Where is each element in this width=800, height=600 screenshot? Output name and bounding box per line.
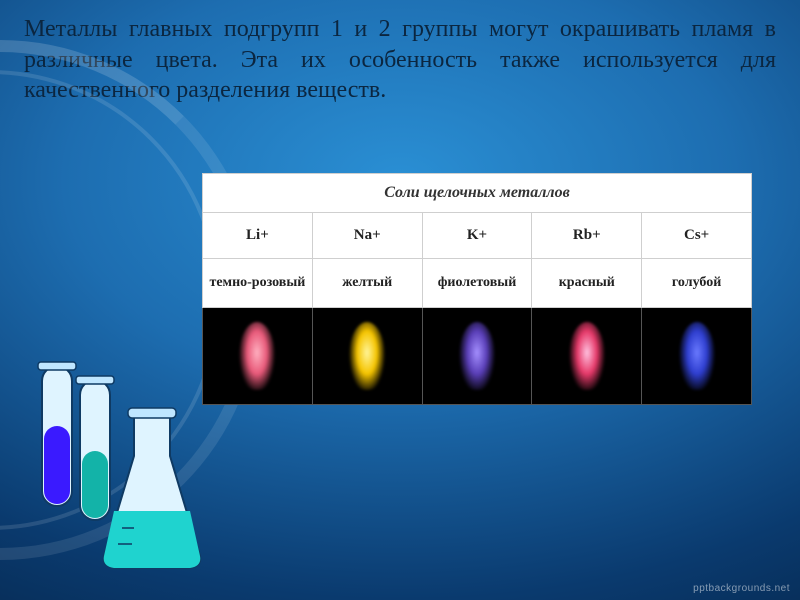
color-cell: красный	[532, 259, 642, 308]
slide: Металлы главных подгрупп 1 и 2 группы мо…	[0, 0, 800, 600]
flame-cell	[532, 308, 642, 405]
ion-cell: Na+	[312, 213, 422, 259]
flask-icon	[104, 408, 201, 568]
flame-cell	[642, 308, 752, 405]
flame-icon	[239, 322, 275, 390]
ion-cell: K+	[422, 213, 532, 259]
flame-cell	[203, 308, 313, 405]
color-cell: желтый	[312, 259, 422, 308]
flame-cell	[422, 308, 532, 405]
flame-icon	[679, 322, 715, 390]
color-cell: голубой	[642, 259, 752, 308]
color-row: темно-розовый желтый фиолетовый красный …	[203, 259, 752, 308]
table-header-row: Соли щелочных металлов	[203, 174, 752, 213]
watermark: pptbackgrounds.net	[693, 583, 790, 594]
flame-icon	[459, 322, 495, 390]
ion-cell: Rb+	[532, 213, 642, 259]
flame-row	[203, 308, 752, 405]
color-cell: фиолетовый	[422, 259, 532, 308]
table-header: Соли щелочных металлов	[203, 174, 752, 213]
glassware-illustration	[14, 356, 214, 576]
flame-icon	[349, 322, 385, 390]
test-tube-icon	[38, 362, 76, 506]
flame-cell	[312, 308, 422, 405]
color-cell: темно-розовый	[203, 259, 313, 308]
flame-table: Соли щелочных металлов Li+ Na+ K+ Rb+ Cs…	[202, 173, 752, 405]
ion-cell: Li+	[203, 213, 313, 259]
flame-icon	[569, 322, 605, 390]
test-tube-icon	[76, 376, 114, 520]
ion-row: Li+ Na+ K+ Rb+ Cs+	[203, 213, 752, 259]
ion-cell: Cs+	[642, 213, 752, 259]
